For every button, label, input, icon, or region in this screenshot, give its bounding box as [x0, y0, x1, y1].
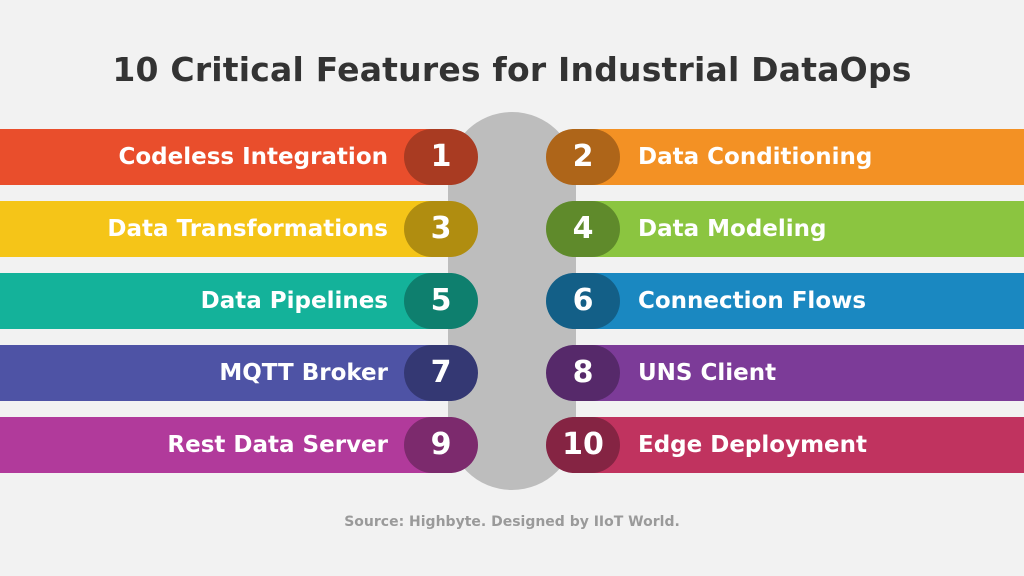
feature-number-2: 2: [546, 129, 620, 185]
feature-number-8: 8: [546, 345, 620, 401]
feature-item-4: Data Modeling 4: [546, 201, 1024, 257]
feature-item-6: Connection Flows 6: [546, 273, 1024, 329]
feature-label-7: MQTT Broker: [219, 360, 388, 386]
feature-item-2: Data Conditioning 2: [546, 129, 1024, 185]
feature-item-3: Data Transformations 3: [0, 201, 478, 257]
feature-label-9: Rest Data Server: [167, 432, 388, 458]
feature-bar-10: [572, 417, 1024, 473]
page-title: 10 Critical Features for Industrial Data…: [112, 50, 912, 89]
feature-number-10: 10: [546, 417, 620, 473]
feature-bar-4: [572, 201, 1024, 257]
feature-bar-1: [0, 129, 452, 185]
feature-label-1: Codeless Integration: [118, 144, 388, 170]
feature-number-3: 3: [404, 201, 478, 257]
feature-item-10: Edge Deployment 10: [546, 417, 1024, 473]
feature-bar-9: [0, 417, 452, 473]
source-credit: Source: Highbyte. Designed by IIoT World…: [344, 514, 680, 530]
feature-bar-8: [572, 345, 1024, 401]
feature-number-1: 1: [404, 129, 478, 185]
feature-number-9: 9: [404, 417, 478, 473]
feature-item-9: Rest Data Server 9: [0, 417, 478, 473]
feature-number-4: 4: [546, 201, 620, 257]
feature-bar-6: [572, 273, 1024, 329]
feature-label-2: Data Conditioning: [638, 144, 873, 170]
feature-label-3: Data Transformations: [107, 216, 388, 242]
feature-item-8: UNS Client 8: [546, 345, 1024, 401]
feature-bar-7: [0, 345, 452, 401]
feature-item-1: Codeless Integration 1: [0, 129, 478, 185]
feature-bar-5: [0, 273, 452, 329]
feature-label-5: Data Pipelines: [200, 288, 388, 314]
feature-item-5: Data Pipelines 5: [0, 273, 478, 329]
feature-bar-2: [572, 129, 1024, 185]
feature-label-8: UNS Client: [638, 360, 777, 386]
feature-number-7: 7: [404, 345, 478, 401]
feature-number-6: 6: [546, 273, 620, 329]
feature-label-4: Data Modeling: [638, 216, 827, 242]
feature-bar-3: [0, 201, 452, 257]
feature-item-7: MQTT Broker 7: [0, 345, 478, 401]
feature-number-5: 5: [404, 273, 478, 329]
feature-label-6: Connection Flows: [638, 288, 867, 314]
feature-label-10: Edge Deployment: [638, 432, 868, 458]
